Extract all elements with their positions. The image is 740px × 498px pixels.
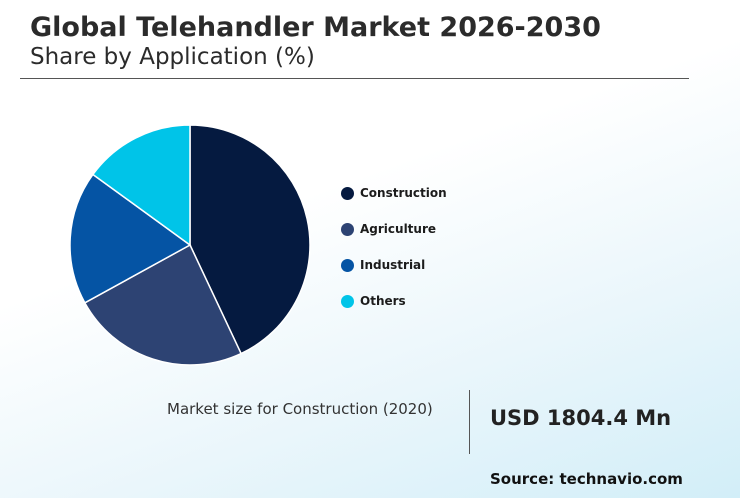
- market-size-label: Market size for Construction (2020): [167, 400, 433, 418]
- chart-title: Global Telehandler Market 2026-2030: [30, 12, 601, 43]
- market-size-divider: [469, 390, 470, 454]
- legend-swatch-others: [341, 294, 354, 308]
- pie-slice-agriculture: [83, 243, 243, 366]
- pie-slice-others: [91, 124, 191, 247]
- legend-swatch-agriculture: [341, 222, 354, 236]
- market-size-value: USD 1804.4 Mn: [490, 406, 672, 430]
- pie-slice-industrial: [69, 173, 192, 304]
- legend-item-others: Others: [341, 283, 447, 319]
- legend-item-construction: Construction: [341, 175, 447, 211]
- source-credit: Source: technavio.com: [490, 470, 683, 488]
- chart-subtitle: Share by Application (%): [30, 44, 315, 70]
- legend-swatch-construction: [341, 186, 354, 200]
- legend-item-industrial: Industrial: [341, 247, 447, 283]
- legend-swatch-industrial: [341, 258, 354, 272]
- legend-label-industrial: Industrial: [360, 258, 426, 272]
- legend-label-construction: Construction: [360, 186, 447, 200]
- legend-label-agriculture: Agriculture: [360, 222, 437, 236]
- pie-slice-construction: [189, 124, 311, 355]
- legend-label-others: Others: [360, 294, 406, 308]
- chart-legend: Construction Agriculture Industrial Othe…: [341, 175, 447, 319]
- legend-item-agriculture: Agriculture: [341, 211, 447, 247]
- header-divider: [20, 78, 689, 79]
